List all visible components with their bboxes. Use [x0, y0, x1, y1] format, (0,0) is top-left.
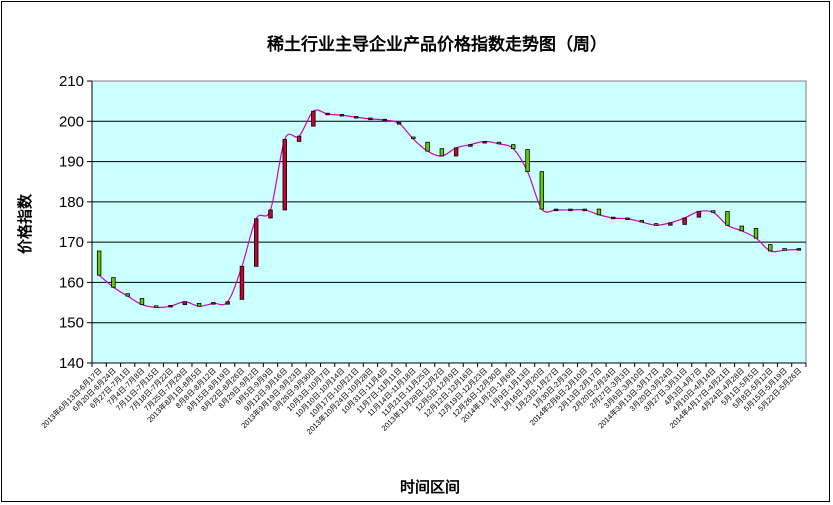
- candle-box: [411, 136, 416, 140]
- candle-box: [539, 171, 545, 210]
- y-tick-label: 150: [59, 315, 84, 332]
- y-tick-label: 190: [59, 154, 84, 171]
- candle-box: [782, 248, 787, 251]
- y-tick-label: 140: [59, 355, 84, 372]
- candle-box: [511, 144, 516, 150]
- candle-box: [325, 112, 330, 116]
- candle-box: [468, 144, 473, 147]
- y-tick-label: 210: [59, 73, 84, 90]
- candle-box: [725, 211, 730, 226]
- candle-box: [154, 305, 159, 308]
- plot-area: [91, 80, 807, 364]
- candle-box: [282, 139, 287, 211]
- candle-box: [339, 114, 345, 117]
- candle-box: [439, 148, 445, 157]
- candle-box: [254, 218, 259, 267]
- candle-box: [196, 302, 202, 307]
- chart-title: 稀土行业主导企业产品价格指数走势图（周）: [267, 34, 607, 55]
- candle-box: [139, 298, 145, 305]
- candle-box: [211, 302, 216, 305]
- candle-box: [768, 244, 773, 252]
- plot-background: [91, 80, 807, 364]
- candle-box: [368, 117, 373, 121]
- candle-box: [639, 219, 644, 223]
- candle-box: [353, 116, 359, 119]
- y-axis-title: 价格指数: [16, 193, 34, 254]
- y-tick-label: 200: [59, 113, 84, 130]
- candle-box: [482, 141, 487, 144]
- candle-box: [653, 223, 659, 226]
- y-tick-label: 160: [59, 274, 84, 291]
- candle-box: [753, 228, 759, 239]
- candle-box: [239, 265, 245, 300]
- candle-box: [696, 211, 702, 218]
- candle-box: [668, 222, 673, 226]
- candle-box: [611, 216, 616, 220]
- candle-box: [582, 208, 587, 212]
- axis-layer: 1401501601701801902002102013年6月13日-6月17日…: [39, 73, 807, 436]
- candle-box: [739, 225, 744, 232]
- candle-box: [296, 135, 302, 142]
- candle-box: [710, 210, 716, 213]
- candle-box: [568, 208, 573, 212]
- y-tick-label: 170: [59, 234, 84, 251]
- candle-box: [125, 293, 130, 297]
- candle-box: [553, 208, 559, 212]
- candle-box: [182, 301, 188, 305]
- candle-box: [682, 217, 687, 225]
- candle-box: [311, 110, 316, 127]
- series-layer: [96, 109, 802, 309]
- candle-box: [111, 277, 116, 288]
- candle-box: [396, 122, 402, 125]
- candle-box: [96, 250, 102, 276]
- candle-box: [496, 141, 502, 145]
- candle-box: [425, 141, 430, 152]
- candle-box: [453, 147, 459, 157]
- candle-box: [168, 304, 173, 308]
- candle-box: [382, 118, 387, 122]
- candle-box: [796, 248, 802, 251]
- x-axis-title: 时间区间: [400, 478, 460, 496]
- y-tick-label: 180: [59, 194, 84, 211]
- candle-box: [625, 217, 630, 220]
- candle-box: [596, 208, 602, 216]
- candle-box: [268, 209, 273, 219]
- candle-box: [525, 149, 530, 173]
- candle-box: [225, 301, 230, 305]
